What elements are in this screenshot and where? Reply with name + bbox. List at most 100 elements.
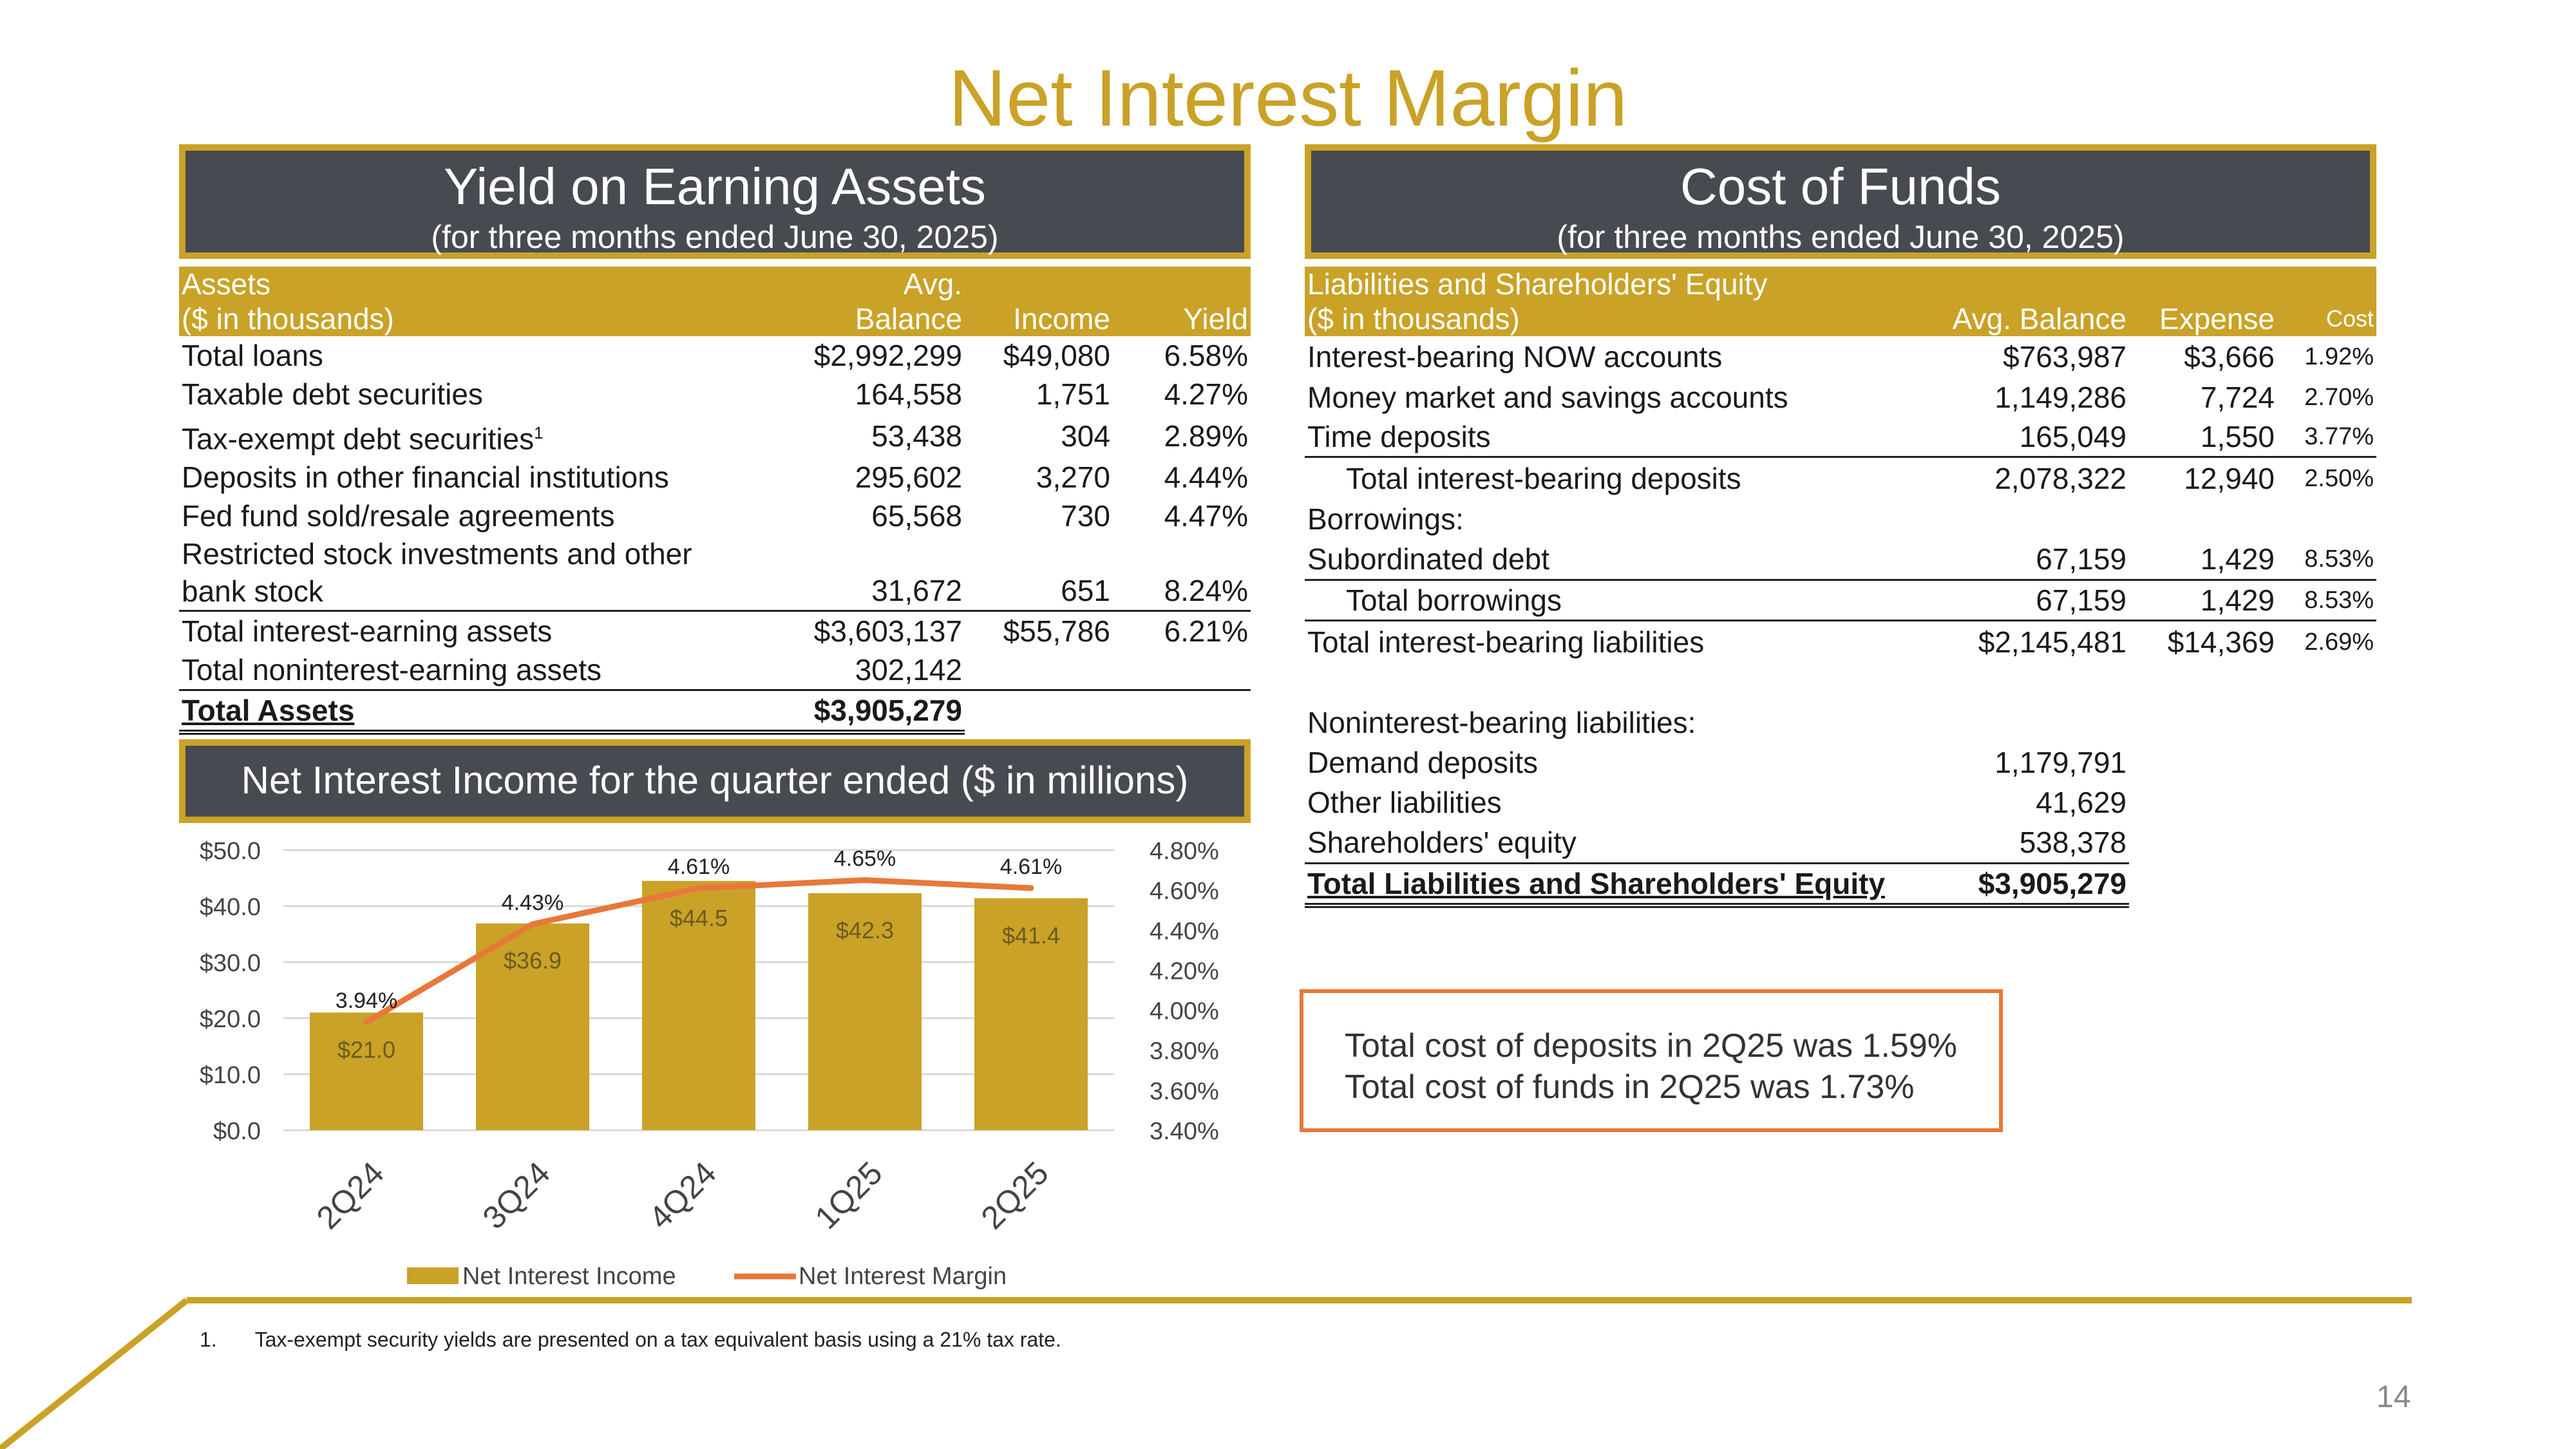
row-yield: 4.27%: [1164, 377, 1248, 411]
row-cost: 3.77%: [2277, 417, 2376, 458]
table-row: Total interest-earning assets $3,603,137…: [179, 611, 1251, 651]
row-label: Subordinated debt: [1305, 539, 1910, 581]
row-expense: 1,550: [2129, 417, 2277, 458]
footnote-marker: 1: [534, 423, 544, 442]
row-expense: 12,940: [2184, 462, 2275, 495]
row-label-cell: Tax-exempt debt securities1: [179, 413, 797, 458]
table-row: Noninterest-bearing liabilities:: [1305, 703, 2376, 743]
yield-col-balance-line2: Balance: [855, 302, 962, 336]
table-row: Time deposits 165,049 1,550 3.77%: [1305, 417, 2376, 458]
footnote: 1. Tax-exempt security yields are presen…: [200, 1328, 1061, 1352]
row-expense: 7,724: [2200, 381, 2275, 414]
row-label: Interest-bearing NOW accounts: [1307, 340, 1723, 374]
row-balance: $763,987: [2003, 340, 2126, 374]
row-label: Money market and savings accounts: [1307, 381, 1788, 414]
row-label-cont: bank stock: [182, 574, 323, 609]
row-yield: 4.47%: [1164, 499, 1248, 533]
table-row: Tax-exempt debt securities1 53,438 304 2…: [179, 413, 1251, 458]
row-label: Demand deposits: [1307, 746, 1538, 779]
row-cost: 2.69%: [2304, 629, 2374, 656]
row-balance: 2,078,322: [1994, 462, 2126, 495]
table-row: Deposits in other financial institutions…: [179, 458, 1251, 497]
row-expense: 1,429: [2129, 539, 2277, 581]
cost-table: Liabilities and Shareholders' Equity ($ …: [1305, 267, 2376, 908]
table-row: Taxable debt securities 164,558 1,751 4.…: [179, 375, 1251, 413]
row-cost: 8.53%: [2277, 539, 2376, 581]
cost-col-expense: Expense: [2129, 267, 2277, 336]
table-row: Interest-bearing NOW accounts $763,987 $…: [1305, 336, 2376, 377]
row-label: Total interest-bearing liabilities: [1307, 625, 1705, 659]
cost-panel-title: Cost of Funds: [1680, 158, 2001, 215]
row-balance: 538,378: [1910, 822, 2129, 864]
row-income: [965, 650, 1113, 692]
row-cost: 2.70%: [2304, 384, 2374, 411]
row-yield: 4.44%: [1164, 460, 1248, 495]
yield-panel-header: Yield on Earning Assets (for three month…: [179, 144, 1251, 259]
cost-table-header: Liabilities and Shareholders' Equity ($ …: [1305, 267, 2376, 336]
yield-table-header: Assets ($ in thousands) Avg. Balance Inc…: [179, 267, 1251, 336]
table-row: Money market and savings accounts 1,149,…: [1305, 377, 2376, 417]
footnote-number: 1.: [200, 1328, 217, 1351]
yield-col-balance: Avg. Balance: [797, 267, 965, 336]
row-label: Taxable debt securities: [182, 377, 483, 411]
table-row: Total interest-bearing liabilities $2,14…: [1305, 621, 2376, 663]
yield-panel-subtitle: (for three months ended June 30, 2025): [431, 219, 999, 255]
table-row: Borrowings:: [1305, 499, 2376, 539]
yield-panel-title: Yield on Earning Assets: [444, 158, 986, 215]
cost-panel-subtitle: (for three months ended June 30, 2025): [1557, 219, 2125, 255]
row-income: 730: [1061, 499, 1110, 533]
row-expense: 1,429: [2129, 580, 2277, 621]
table-row: Total noninterest-earning assets 302,142: [179, 650, 1251, 692]
row-income: 304: [1061, 419, 1110, 453]
row-balance: 67,159: [1910, 580, 2129, 621]
row-income: $49,080: [1003, 339, 1110, 372]
row-balance: $2,145,481: [1978, 625, 2126, 659]
row-balance: 65,568: [871, 499, 962, 533]
row-label: Total noninterest-earning assets: [179, 650, 797, 692]
footnote-text: Tax-exempt security yields are presented…: [254, 1328, 1061, 1351]
row-label: Other liabilities: [1307, 786, 1502, 819]
row-label: Time deposits: [1305, 417, 1910, 458]
cost-col-balance: Avg. Balance: [1910, 267, 2129, 336]
table-row: Fed fund sold/resale agreements 65,568 7…: [179, 497, 1251, 535]
row-yield: 2.89%: [1164, 419, 1248, 453]
nii-panel-header: Net Interest Income for the quarter ende…: [179, 739, 1251, 823]
row-cost: 2.50%: [2304, 465, 2374, 492]
row-balance: 41,629: [2036, 786, 2126, 819]
row-label: Deposits in other financial institutions: [182, 460, 669, 495]
row-balance: 165,049: [1910, 417, 2129, 458]
yield-col-label-line1: Assets: [182, 267, 271, 301]
page-title: Net Interest Margin: [948, 54, 1628, 143]
row-expense: $14,369: [2167, 625, 2275, 659]
row-label: Borrowings:: [1307, 502, 1464, 536]
row-income: 3,270: [1036, 460, 1110, 495]
row-income: 1,751: [1036, 377, 1110, 411]
cost-col-label-line2: ($ in thousands): [1307, 302, 1520, 336]
row-balance: $3,905,279: [1910, 863, 2129, 908]
row-label: Tax-exempt debt securities: [182, 422, 535, 456]
row-income: 651: [965, 535, 1113, 612]
table-row: Total Liabilities and Shareholders' Equi…: [1305, 863, 2376, 908]
yield-col-yield: Yield: [1113, 267, 1251, 336]
table-row: Total loans $2,992,299 $49,080 6.58%: [179, 336, 1251, 375]
row-expense: $3,666: [2184, 340, 2275, 374]
page-number: 14: [2376, 1380, 2411, 1414]
table-row: Restricted stock investments and other b…: [179, 535, 1251, 612]
cost-panel-header: Cost of Funds (for three months ended Ju…: [1305, 144, 2376, 259]
yield-col-income: Income: [965, 267, 1113, 336]
row-yield: [1113, 650, 1251, 692]
row-balance: $3,603,137: [813, 614, 962, 649]
row-balance: $3,905,279: [797, 690, 965, 735]
callout-line1: Total cost of deposits in 2Q25 was 1.59%: [1345, 1027, 1957, 1065]
table-row: Subordinated debt 67,159 1,429 8.53%: [1305, 539, 2376, 581]
table-row: Shareholders' equity 538,378: [1305, 822, 2376, 864]
row-label: Total Liabilities and Shareholders' Equi…: [1305, 863, 1910, 908]
yield-col-label-line2: ($ in thousands): [182, 302, 394, 336]
row-cost: 8.53%: [2277, 580, 2376, 621]
row-balance: 31,672: [797, 535, 965, 612]
row-label: Total interest-bearing deposits: [1346, 462, 1741, 495]
callout-line2: Total cost of funds in 2Q25 was 1.73%: [1345, 1068, 1915, 1106]
row-balance: 302,142: [797, 650, 965, 692]
row-label: Total Assets: [179, 690, 797, 735]
yield-table: Assets ($ in thousands) Avg. Balance Inc…: [179, 267, 1251, 735]
